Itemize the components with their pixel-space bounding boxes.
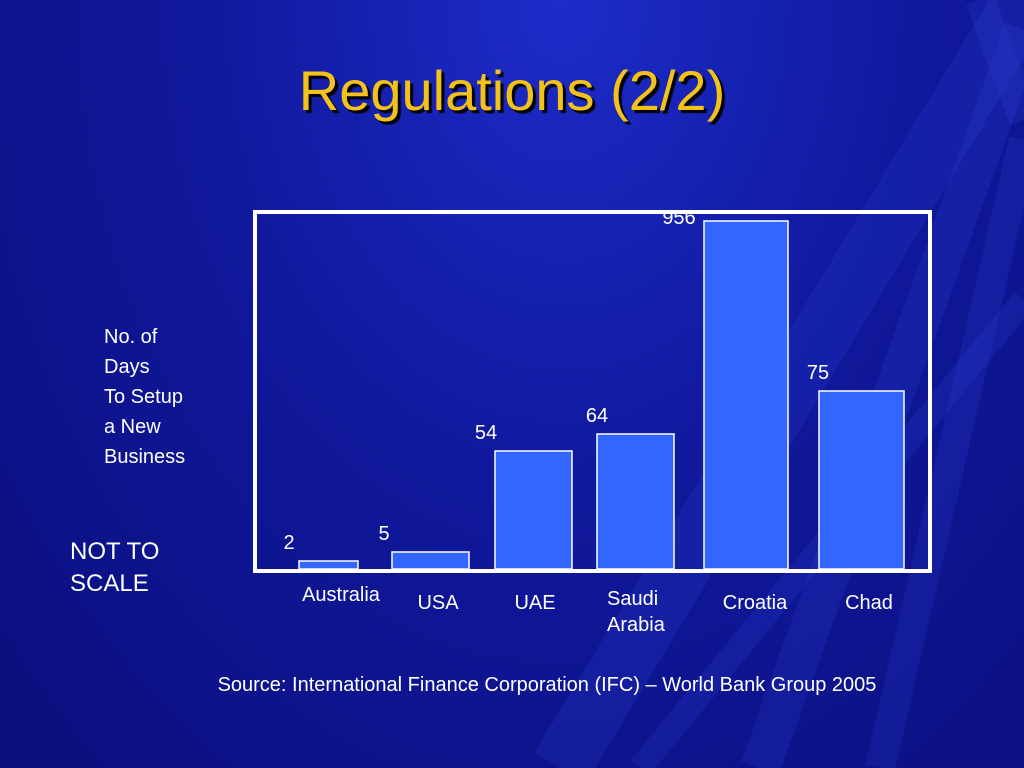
category-label-usa: USA bbox=[417, 592, 459, 614]
bar-saudi-arabia bbox=[596, 433, 675, 570]
slide-title: Regulations (2/2) bbox=[298, 59, 726, 122]
data-label-usa: 5 bbox=[378, 523, 389, 545]
data-label-uae: 54 bbox=[475, 422, 497, 444]
category-label-uae: UAE bbox=[514, 592, 555, 614]
bar-australia bbox=[298, 560, 359, 570]
data-label-saudi-arabia: 64 bbox=[586, 405, 608, 427]
bar-croatia bbox=[703, 220, 789, 570]
bar-chad bbox=[818, 390, 905, 570]
category-label-australia: Australia bbox=[302, 584, 381, 606]
category-label-saudi-arabia: Saudi Arabia bbox=[607, 588, 666, 636]
not-to-scale-note: NOT TO SCALE bbox=[70, 538, 160, 597]
source-note: Source: International Finance Corporatio… bbox=[217, 674, 877, 696]
data-label-australia: 2 bbox=[283, 532, 294, 554]
bars-layer bbox=[298, 220, 905, 570]
y-axis-label: No. of Days To Setup a New Business bbox=[104, 326, 186, 468]
data-label-chad: 75 bbox=[807, 362, 829, 384]
chart-frame bbox=[253, 210, 932, 573]
category-label-croatia: Croatia bbox=[723, 592, 788, 614]
bar-uae bbox=[494, 450, 573, 570]
labels-layer: 2 Australia 5 USA 54 UAE 64 Saudi Arabia 956 Croat… bbox=[283, 207, 892, 636]
data-label-croatia: 956 bbox=[662, 207, 695, 229]
category-label-chad: Chad bbox=[845, 592, 893, 614]
bar-usa bbox=[391, 551, 470, 570]
